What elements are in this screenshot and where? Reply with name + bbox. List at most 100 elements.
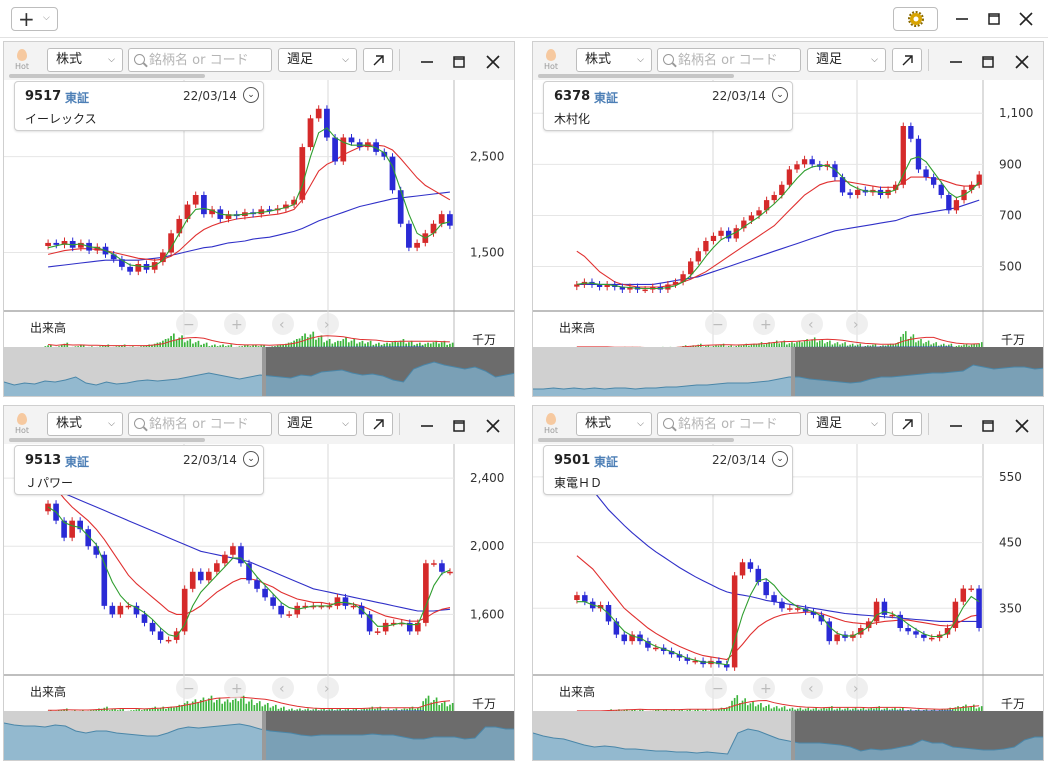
- candle-body: [326, 605, 333, 608]
- hot-button[interactable]: Hot: [10, 48, 34, 74]
- chart-nav-button[interactable]: [846, 677, 868, 699]
- panel-minimize-button[interactable]: [416, 51, 438, 73]
- symbol-search-input[interactable]: [149, 51, 269, 69]
- chevron-down-icon[interactable]: ⌄: [243, 451, 259, 467]
- candle-body: [78, 242, 84, 248]
- volume-bar: [815, 707, 817, 714]
- chevron-down-icon[interactable]: ⌄: [772, 451, 788, 467]
- chart-nav-button[interactable]: [801, 677, 823, 699]
- chart-nav-button[interactable]: [176, 313, 198, 335]
- chart-nav-button[interactable]: [801, 313, 823, 335]
- candle-body: [619, 287, 626, 290]
- chart-nav-button[interactable]: [224, 677, 246, 699]
- chart-nav-button[interactable]: [846, 313, 868, 335]
- candle-body: [968, 588, 974, 591]
- panel-minimize-button[interactable]: [945, 415, 967, 437]
- window-minimize-button[interactable]: [950, 7, 974, 31]
- chart-nav-button[interactable]: [753, 677, 775, 699]
- chart-nav-button[interactable]: [317, 677, 339, 699]
- volume-bar: [402, 339, 405, 350]
- security-type-value: 株式: [56, 416, 83, 431]
- overview-navigator[interactable]: [4, 711, 515, 761]
- chart-nav-button[interactable]: [272, 677, 294, 699]
- quote-date: 22/03/14: [712, 89, 766, 103]
- candle-body: [968, 184, 975, 190]
- symbol-search[interactable]: [657, 48, 801, 72]
- candle-body: [94, 246, 101, 251]
- panel-maximize-button[interactable]: [448, 51, 470, 73]
- panel-maximize-button[interactable]: [977, 415, 999, 437]
- symbol-search[interactable]: [657, 412, 801, 436]
- security-type-select[interactable]: 株式 ⌵: [576, 48, 652, 72]
- symbol-search-input[interactable]: [149, 415, 269, 433]
- overview-navigator[interactable]: [4, 347, 515, 397]
- panel-close-button[interactable]: [1011, 51, 1033, 73]
- candle-body: [374, 631, 381, 633]
- candle-body: [629, 634, 635, 642]
- chart-nav-button[interactable]: [224, 313, 246, 335]
- volume-bar: [205, 342, 208, 350]
- hot-button[interactable]: Hot: [539, 412, 563, 438]
- panel-maximize-button[interactable]: [977, 51, 999, 73]
- navigator-handle[interactable]: [262, 711, 266, 761]
- settings-button[interactable]: [893, 7, 938, 31]
- ma-long-line: [576, 469, 980, 622]
- period-select[interactable]: 週足 ⌵: [278, 412, 357, 436]
- period-select[interactable]: 週足 ⌵: [807, 412, 886, 436]
- chart-nav-button[interactable]: [272, 313, 294, 335]
- panel-close-button[interactable]: [482, 415, 504, 437]
- panel-minimize-button[interactable]: [945, 51, 967, 73]
- toolbar-scrollbar[interactable]: [538, 74, 734, 78]
- panel-close-button[interactable]: [1011, 415, 1033, 437]
- chart-nav-button[interactable]: [176, 677, 198, 699]
- ma-mid-line: [47, 144, 451, 261]
- toolbar-scrollbar[interactable]: [9, 74, 205, 78]
- candle-body: [350, 605, 357, 608]
- volume-bar: [191, 701, 194, 714]
- open-detail-button[interactable]: [363, 48, 393, 72]
- security-type-select[interactable]: 株式 ⌵: [47, 412, 123, 436]
- candle-body: [688, 261, 694, 275]
- chart-nav-button[interactable]: [317, 313, 339, 335]
- chart-nav-button[interactable]: [705, 677, 727, 699]
- period-select[interactable]: 週足 ⌵: [807, 48, 886, 72]
- volume-bar: [210, 695, 213, 714]
- chevron-down-icon[interactable]: ⌄: [772, 87, 788, 103]
- market-name: 東証: [594, 455, 619, 469]
- open-detail-button[interactable]: [892, 48, 922, 72]
- hot-flame-icon: [546, 49, 556, 61]
- panel-maximize-button[interactable]: [448, 415, 470, 437]
- chevron-down-icon[interactable]: ⌄: [243, 87, 259, 103]
- toolbar-scrollbar[interactable]: [538, 438, 734, 442]
- add-chart-button[interactable]: + ⌵: [11, 7, 58, 31]
- volume-bar: [216, 699, 218, 714]
- symbol-search-input[interactable]: [678, 51, 798, 69]
- navigator-handle[interactable]: [791, 711, 795, 761]
- volume-bar: [425, 698, 427, 714]
- candle-body: [733, 228, 739, 239]
- panel-close-button[interactable]: [482, 51, 504, 73]
- window-maximize-button[interactable]: [982, 7, 1006, 31]
- navigator-handle[interactable]: [262, 347, 266, 397]
- candle-body: [225, 214, 232, 219]
- window-close-button[interactable]: [1014, 7, 1038, 31]
- security-type-select[interactable]: 株式 ⌵: [47, 48, 123, 72]
- open-detail-button[interactable]: [892, 412, 922, 436]
- chart-nav-button[interactable]: [753, 313, 775, 335]
- hot-button[interactable]: Hot: [539, 48, 563, 74]
- security-type-select[interactable]: 株式 ⌵: [576, 412, 652, 436]
- panel-minimize-button[interactable]: [416, 415, 438, 437]
- period-select[interactable]: 週足 ⌵: [278, 48, 357, 72]
- open-detail-button[interactable]: [363, 412, 393, 436]
- hot-button[interactable]: Hot: [10, 412, 34, 438]
- volume-unit-label: 千万: [472, 697, 496, 711]
- overview-navigator[interactable]: [533, 347, 1044, 397]
- toolbar-scrollbar[interactable]: [9, 438, 205, 442]
- symbol-search[interactable]: [128, 412, 272, 436]
- symbol-search-input[interactable]: [678, 415, 798, 433]
- chart-nav-button[interactable]: [705, 313, 727, 335]
- period-value: 週足: [816, 416, 843, 431]
- symbol-search[interactable]: [128, 48, 272, 72]
- overview-navigator[interactable]: [533, 711, 1044, 761]
- navigator-handle[interactable]: [791, 347, 795, 397]
